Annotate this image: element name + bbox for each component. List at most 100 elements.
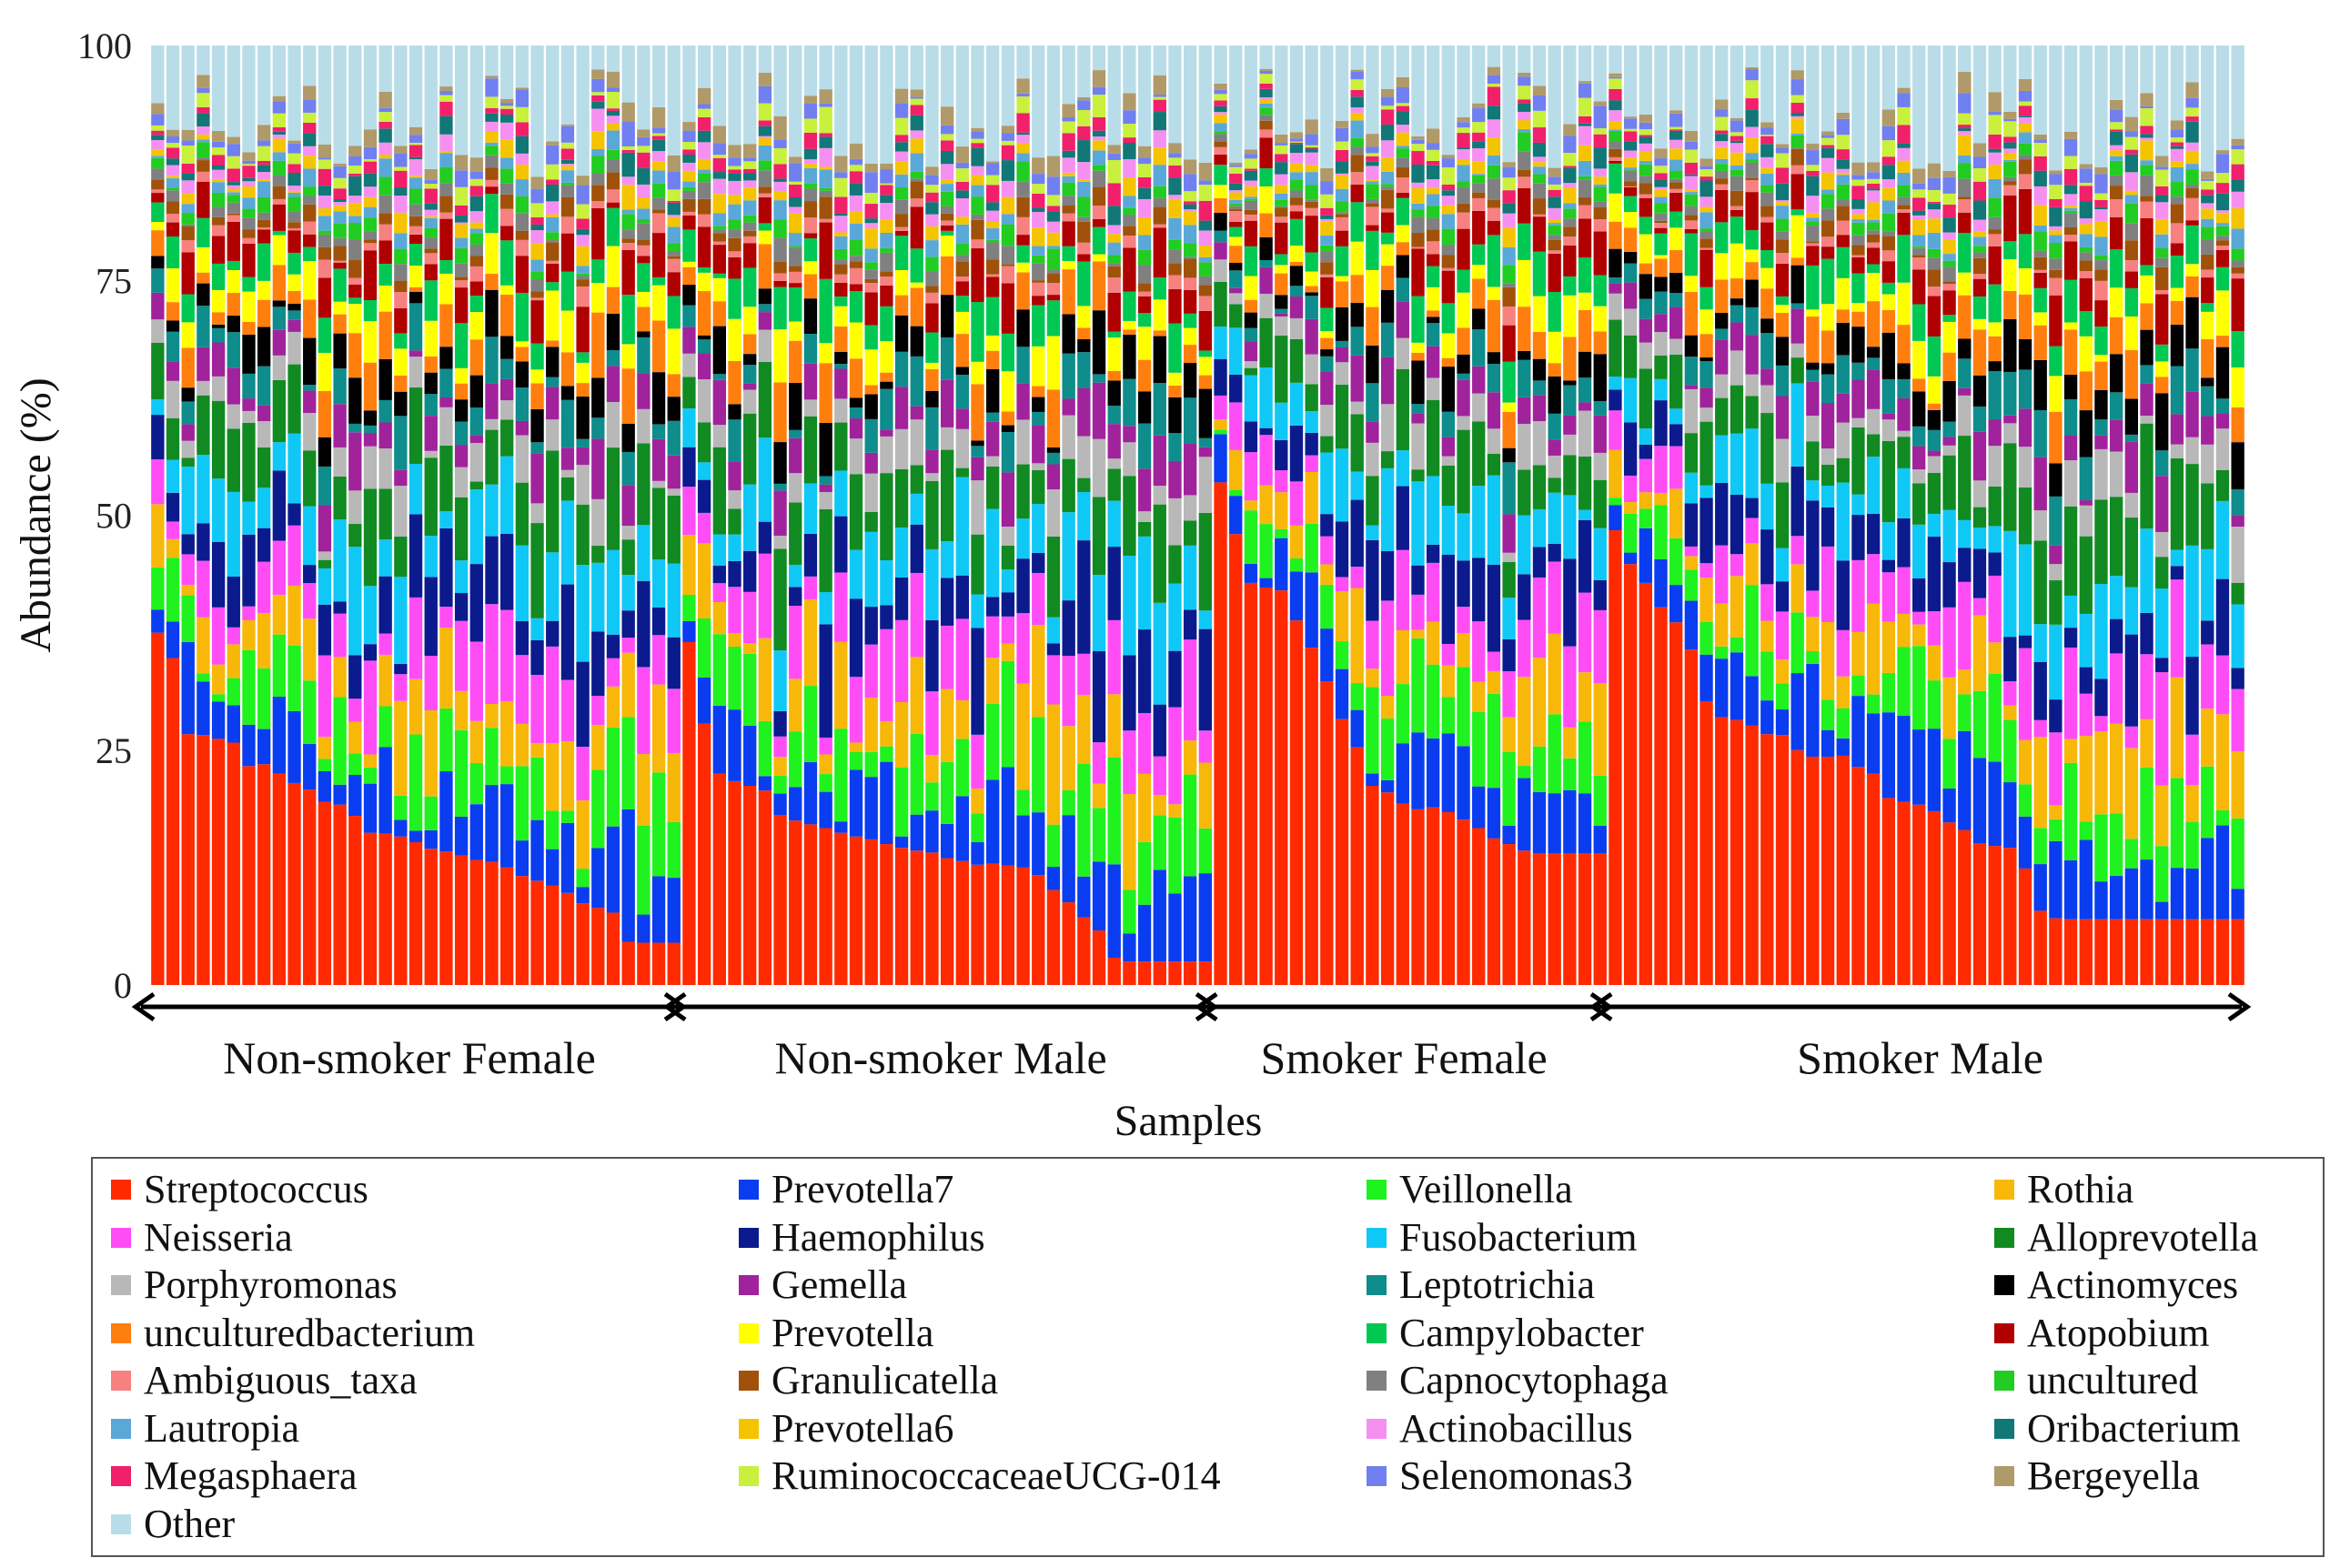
bar-segment-streptococcus-sample-22: [469, 859, 483, 985]
legend-item-gemella: Gemella: [739, 1261, 907, 1309]
bar-segment-gemella-sample-116: [1897, 397, 1911, 431]
bar-segment-oribacterium-sample-85: [1426, 165, 1440, 179]
bar-segment-megasphaera-sample-24: [500, 108, 514, 115]
bar-segment-streptococcus-sample-52: [925, 852, 939, 985]
bar-segment-haemophilus-sample-4: [197, 523, 210, 561]
bar-segment-actinomyces-sample-51: [910, 326, 923, 357]
bar-segment-rothia-sample-5: [211, 664, 226, 695]
bar-segment-rothia-sample-50: [894, 701, 909, 768]
bar-segment-campylobacter-sample-25: [515, 292, 530, 342]
bar-segment-atopobium-sample-33: [637, 256, 651, 264]
bar-segment-leptotrichia-sample-99: [1639, 298, 1652, 319]
bar-segment-other-sample-100: [1654, 45, 1668, 149]
bar-segment-streptococcus-sample-93: [1548, 853, 1561, 985]
bar-segment-prevotella6-sample-88: [1472, 161, 1486, 175]
bar-segment-atopobium-sample-6: [227, 221, 240, 261]
bar-segment-granulicatella-sample-9: [272, 186, 287, 199]
bar-segment-haemophilus-sample-87: [1457, 560, 1470, 608]
bar-segment-prevotella7-sample-11: [303, 743, 317, 790]
bar-segment-gemella-sample-45: [819, 484, 832, 493]
bar-segment-haemophilus-sample-93: [1548, 543, 1561, 562]
bar-segment-selenomonas3-sample-82: [1380, 96, 1395, 106]
bar-segment-rothia-sample-35: [667, 752, 681, 822]
bar-segment-ambiguous-taxa-sample-49: [880, 276, 893, 286]
bar-segment-campylobacter-sample-110: [1806, 265, 1820, 310]
bar-segment-other-sample-2: [166, 45, 180, 130]
bar-segment-atopobium-sample-59: [1032, 296, 1045, 306]
bar-segment-prevotella7-sample-57: [1001, 767, 1015, 866]
bar-segment-veillonella-sample-91: [1518, 766, 1531, 779]
bar-segment-gemella-sample-40: [743, 383, 757, 390]
bar-segment-gemella-sample-136: [2201, 416, 2214, 445]
bar-segment-ambiguous-taxa-sample-101: [1669, 188, 1683, 193]
bar-segment-haemophilus-sample-130: [2109, 618, 2123, 654]
bar-segment-atopobium-sample-127: [2063, 241, 2078, 280]
bar-segment-selenomonas3-sample-95: [1578, 83, 1592, 98]
bar-segment-uncultured-sample-88: [1472, 176, 1486, 184]
bar-segment-actinobacillus-sample-112: [1836, 168, 1850, 174]
bar-segment-granulicatella-sample-118: [1927, 269, 1942, 287]
bar-segment-oribacterium-sample-73: [1244, 170, 1258, 181]
bar-segment-granulicatella-sample-10: [287, 222, 301, 228]
bar-segment-rothia-sample-63: [1092, 783, 1106, 809]
bar-segment-alloprevotella-sample-102: [1684, 433, 1699, 473]
bar-segment-gemella-sample-60: [1046, 464, 1061, 490]
bar-segment-rothia-sample-75: [1275, 492, 1288, 529]
bar-segment-porphyromonas-sample-104: [1715, 374, 1729, 398]
bar-segment-selenomonas3-sample-14: [348, 156, 362, 166]
bar-segment-fusobacterium-sample-15: [363, 586, 378, 645]
bar-segment-campylobacter-sample-65: [1123, 291, 1136, 321]
bar-segment-other-sample-8: [257, 45, 271, 126]
group-label-4: Smoker Male: [1797, 1032, 2043, 1083]
bar-segment-prevotella-sample-117: [1912, 340, 1926, 379]
bar-segment-neisseria-sample-134: [2170, 579, 2184, 678]
bar-segment-neisseria-sample-26: [530, 674, 544, 744]
bar-segment-bergeyella-sample-20: [439, 86, 453, 91]
bar-segment-prevotella-sample-66: [1137, 327, 1152, 360]
bar-segment-actinomyces-sample-8: [257, 327, 271, 367]
bar-segment-selenomonas3-sample-115: [1881, 126, 1895, 141]
bar-segment-campylobacter-sample-98: [1623, 196, 1638, 213]
bar-segment-rothia-sample-3: [181, 585, 195, 596]
bar-segment-ambiguous-taxa-sample-121: [1972, 274, 1987, 279]
bar-segment-actinomyces-sample-133: [2155, 393, 2169, 451]
bar-segment-megasphaera-sample-32: [621, 149, 635, 153]
bar-segment-gemella-sample-44: [803, 363, 818, 400]
legend-item-campylobacter: Campylobacter: [1367, 1310, 1644, 1357]
bar-segment-streptococcus-sample-109: [1790, 749, 1804, 985]
bar-segment-ambiguous-taxa-sample-89: [1487, 207, 1501, 221]
bar-segment-oribacterium-sample-127: [2063, 185, 2078, 195]
bar-segment-uncultured-sample-87: [1457, 181, 1470, 187]
bar-segment-actinomyces-sample-72: [1229, 263, 1243, 271]
bar-segment-haemophilus-sample-3: [181, 534, 195, 555]
bar-segment-ambiguous-taxa-sample-17: [394, 292, 408, 308]
bar-segment-rothia-sample-47: [849, 742, 863, 752]
bar-segment-selenomonas3-sample-134: [2170, 129, 2184, 138]
bar-segment-capnocytophaga-sample-28: [560, 185, 575, 197]
bar-segment-ruminococcaceaeucg-014-sample-57: [1001, 140, 1015, 146]
bar-segment-oribacterium-sample-67: [1153, 112, 1166, 131]
bar-segment-capnocytophaga-sample-60: [1046, 269, 1061, 274]
bar-segment-granulicatella-sample-114: [1866, 234, 1881, 243]
bar-segment-veillonella-sample-38: [712, 634, 726, 706]
bar-segment-porphyromonas-sample-80: [1350, 401, 1364, 415]
bar-segment-megasphaera-sample-70: [1198, 200, 1213, 221]
bar-segment-bergeyella-sample-75: [1275, 134, 1288, 144]
bar-segment-uncultured-sample-72: [1229, 203, 1243, 206]
legend-swatch: [1367, 1227, 1387, 1248]
bar-segment-campylobacter-sample-40: [743, 267, 757, 307]
bar-segment-unculturedbacterium-sample-65: [1123, 329, 1136, 335]
bar-segment-uncultured-sample-118: [1927, 248, 1942, 258]
bar-segment-actinobacillus-sample-4: [197, 126, 210, 135]
bar-segment-prevotella7-sample-134: [2170, 868, 2184, 920]
bar-segment-prevotella-sample-100: [1654, 255, 1668, 259]
bar-segment-neisseria-sample-98: [1623, 475, 1638, 503]
bar-segment-ambiguous-taxa-sample-125: [2033, 269, 2047, 273]
bar-segment-prevotella7-sample-18: [408, 830, 423, 842]
bar-segment-bergeyella-sample-83: [1396, 76, 1409, 87]
legend-label: Megasphaera: [144, 1453, 358, 1498]
bar-segment-other-sample-44: [803, 45, 818, 96]
bar-segment-porphyromonas-sample-5: [211, 376, 226, 401]
bar-segment-alloprevotella-sample-24: [500, 419, 514, 457]
bar-segment-gemella-sample-117: [1912, 446, 1926, 470]
